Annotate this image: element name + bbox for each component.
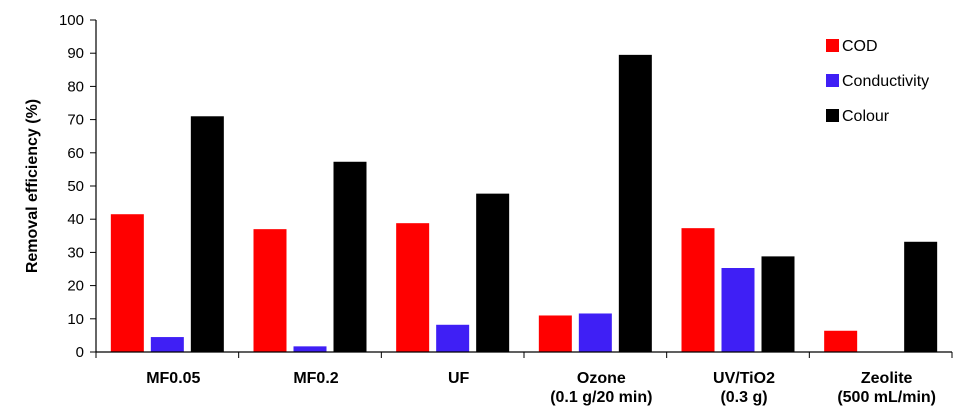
legend-label: Conductivity — [842, 73, 929, 90]
bar-conductivity — [150, 337, 184, 352]
x-tick-label: UV/TiO2 (0.3 g) — [713, 370, 775, 406]
y-tick-label: 40 — [67, 211, 84, 228]
x-tick-label: MF0.05 — [146, 370, 200, 387]
legend-swatch — [826, 109, 839, 122]
bar-conductivity — [578, 313, 612, 352]
bars — [110, 54, 938, 353]
bar-colour — [904, 241, 938, 352]
y-tick-label: 50 — [67, 178, 84, 195]
bar-conductivity — [436, 324, 470, 352]
bar-cod — [396, 223, 430, 352]
legend-swatch — [826, 74, 839, 87]
y-tick-label: 20 — [67, 278, 84, 295]
y-tick-label: 80 — [67, 78, 84, 95]
bar-cod — [110, 214, 144, 352]
y-axis-ticks: 0 10 20 30 40 50 60 70 80 90 100 — [59, 12, 96, 361]
bar-colour — [190, 116, 224, 352]
x-tick-label: Zeolite (500 mL/min) — [837, 370, 936, 406]
bar-conductivity — [721, 268, 755, 352]
bar-cod — [538, 315, 572, 352]
bar-colour — [618, 54, 652, 353]
bar-cod — [681, 228, 715, 352]
bar-conductivity — [293, 346, 327, 352]
bar-colour — [761, 256, 795, 352]
y-tick-label: 0 — [76, 344, 84, 361]
y-tick-label: 100 — [59, 12, 84, 29]
y-tick-label: 30 — [67, 244, 84, 261]
axes — [95, 20, 953, 358]
bar-cod — [253, 229, 287, 352]
legend-swatch — [826, 39, 839, 52]
y-tick-label: 90 — [67, 45, 84, 62]
y-tick-label: 70 — [67, 112, 84, 129]
x-tick-label: MF0.2 — [293, 370, 338, 387]
x-axis-labels: MF0.05 MF0.2 UF Ozone (0.1 g/20 min) UV/TiO2(… — [146, 370, 936, 406]
bar-colour — [333, 161, 367, 352]
legend: COD Conductivity Colour — [826, 38, 929, 125]
y-axis-label: Removal efficiency (%) — [24, 99, 41, 273]
y-tick-label: 10 — [67, 311, 84, 328]
legend-label: COD — [842, 38, 878, 55]
x-tick-label: Ozone (0.1 g/20 min) — [550, 370, 652, 406]
x-tick-label: UF — [448, 370, 470, 387]
bar-colour — [476, 193, 510, 352]
legend-label: Colour — [842, 108, 890, 125]
y-tick-label: 60 — [67, 145, 84, 162]
bar-cod — [824, 330, 858, 352]
